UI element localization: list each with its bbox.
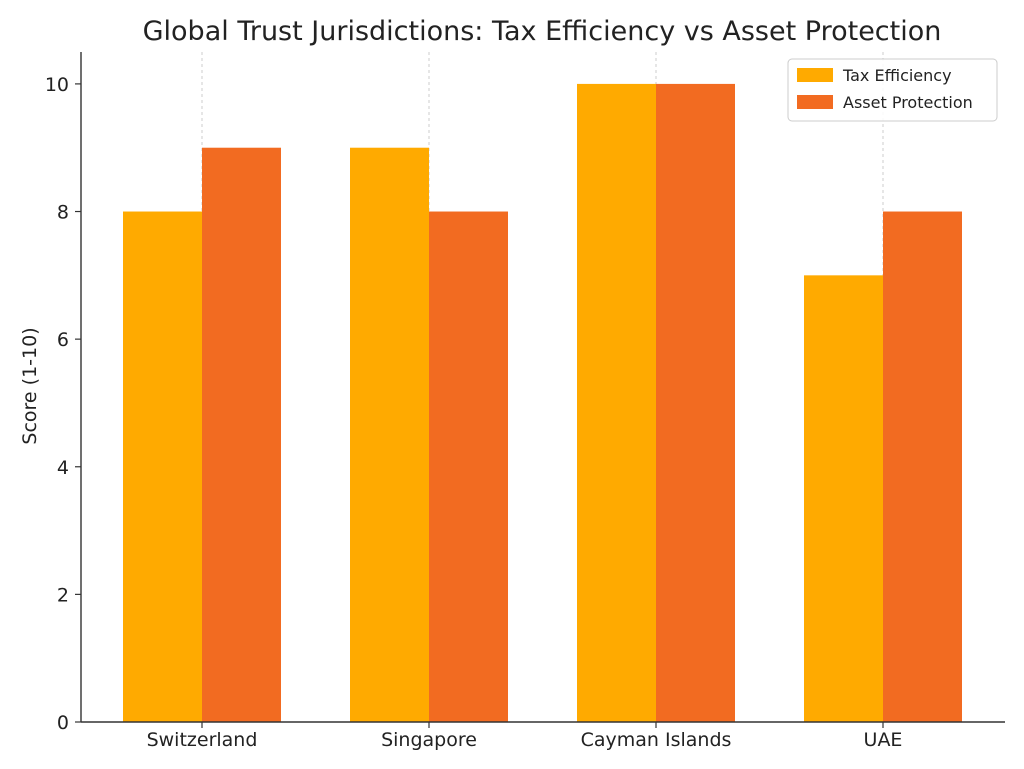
legend-swatch-0	[797, 68, 833, 82]
y-tick-label-2: 4	[57, 457, 69, 479]
bars	[123, 83, 962, 722]
legend-label-0: Tax Efficiency	[842, 66, 952, 85]
y-ticks: 0 2 4 6 8 10	[45, 74, 81, 734]
y-tick-label-4: 8	[57, 202, 69, 224]
axes	[80, 52, 1005, 723]
bar-tax-efficiency-3	[804, 275, 883, 722]
bar-asset-protection-3	[883, 211, 962, 722]
y-tick-label-1: 2	[57, 584, 69, 606]
x-ticks: Switzerland Singapore Cayman Islands UAE	[147, 722, 903, 751]
y-axis-label: Score (1-10)	[19, 327, 41, 444]
bar-tax-efficiency-0	[123, 211, 202, 722]
legend-box	[787, 58, 998, 122]
bar-tax-efficiency-2	[577, 83, 656, 722]
legend-swatch-1	[797, 95, 833, 109]
bar-asset-protection-2	[656, 83, 735, 722]
chart-title: Global Trust Jurisdictions: Tax Efficien…	[143, 16, 942, 47]
y-tick-label-5: 10	[45, 74, 69, 96]
grid-lines	[201, 52, 884, 722]
bar-tax-efficiency-1	[350, 147, 429, 722]
x-tick-label-0: Switzerland	[147, 729, 258, 751]
legend-label-1: Asset Protection	[843, 93, 973, 112]
legend: Tax Efficiency Asset Protection	[787, 58, 998, 122]
y-tick-label-3: 6	[57, 329, 69, 351]
x-tick-label-1: Singapore	[381, 729, 477, 751]
y-tick-label-0: 0	[57, 712, 69, 734]
bar-asset-protection-1	[429, 211, 508, 722]
x-tick-label-3: UAE	[864, 729, 903, 751]
bar-asset-protection-0	[202, 147, 281, 722]
x-tick-label-2: Cayman Islands	[581, 729, 732, 751]
